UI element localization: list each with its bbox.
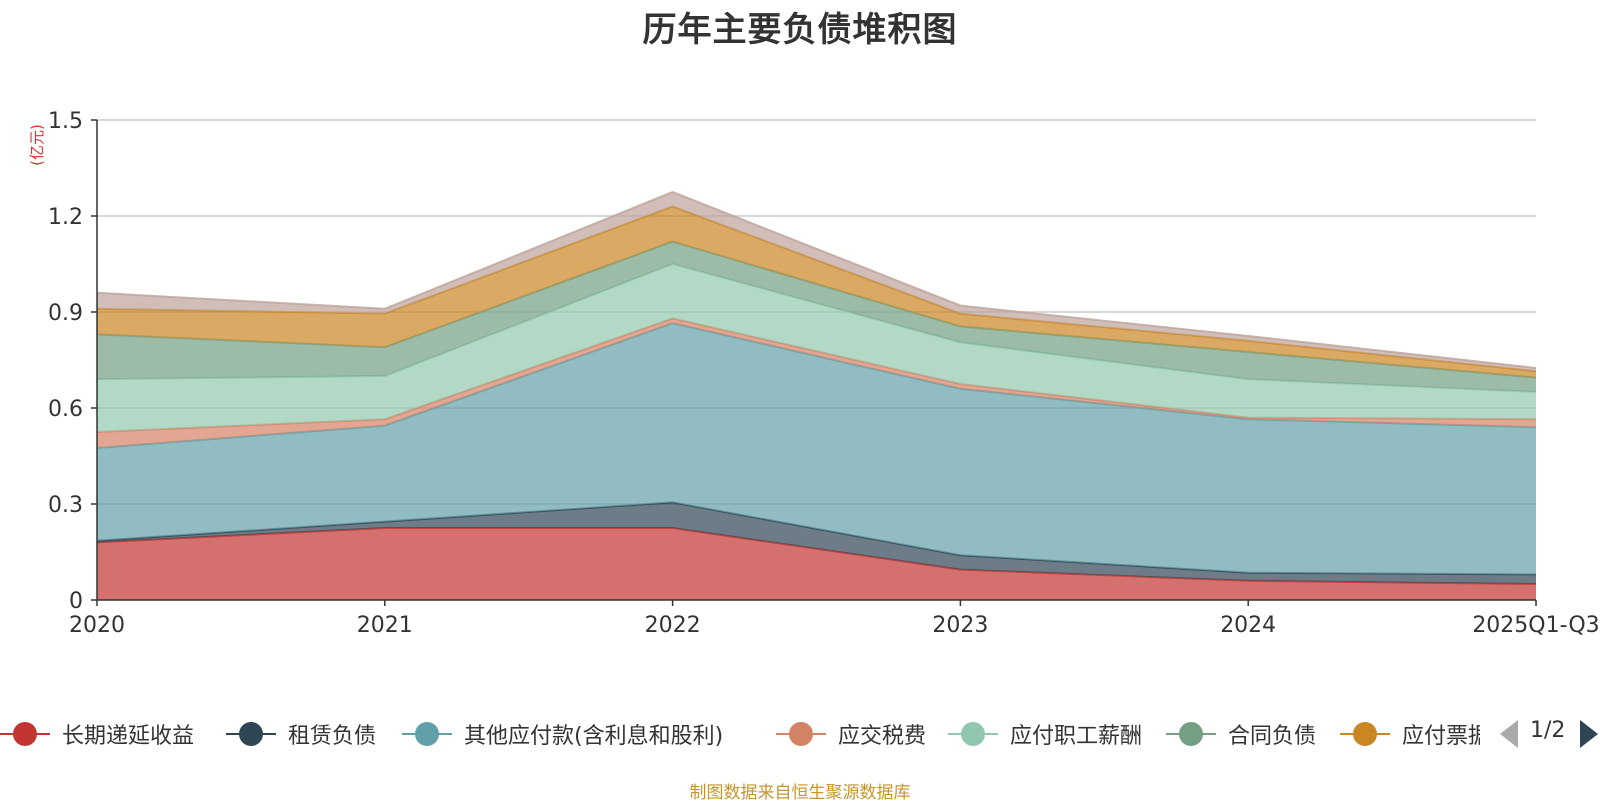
legend-item[interactable]: 应付职工薪酬: [948, 714, 1142, 754]
x-tick-label: 2023: [932, 613, 988, 638]
y-tick-label: 0.3: [48, 493, 83, 518]
area-series[interactable]: [97, 528, 1536, 600]
area-series[interactable]: [97, 318, 1536, 448]
x-tick-label: 2025Q1-Q3: [1472, 613, 1599, 638]
legend-item[interactable]: 应付票据: [1340, 714, 1480, 754]
chart-title: 历年主要负债堆积图: [642, 10, 958, 50]
x-tick-label: 2021: [357, 613, 413, 638]
y-tick-label: 1.5: [48, 109, 83, 134]
legend-page-indicator: 1/2: [1530, 718, 1566, 743]
area-series[interactable]: [97, 502, 1536, 584]
legend-next-page-icon[interactable]: [1580, 720, 1598, 748]
x-tick-label: 2022: [645, 613, 701, 638]
legend-item[interactable]: 其他应付款(含利息和股利): [402, 714, 723, 754]
area-series[interactable]: [97, 192, 1536, 372]
area-series-line: [96, 190, 1537, 369]
y-tick-label: 0.9: [48, 301, 83, 326]
legend-item[interactable]: 长期递延收益: [0, 714, 194, 754]
y-tick-label: 0.6: [48, 397, 83, 422]
legend-item[interactable]: 应交税费: [776, 714, 926, 754]
legend-swatch-icon: [1340, 721, 1390, 747]
area-series[interactable]: [97, 264, 1536, 432]
data-source-note: 制图数据来自恒生聚源数据库: [689, 783, 911, 803]
legend: 长期递延收益 租赁负债 其他应付款(含利息和股利) 应交税费 应付职工薪酬 合同负债 应付票…: [0, 714, 1600, 754]
x-tick-label: 2024: [1220, 613, 1276, 638]
legend-label: 应交税费: [838, 724, 927, 749]
legend-swatch-icon: [0, 721, 50, 747]
legend-swatch-icon: [776, 721, 826, 747]
legend-label: 长期递延收益: [62, 724, 195, 749]
legend-item[interactable]: 合同负债: [1166, 714, 1316, 754]
legend-label: 租赁负债: [288, 724, 377, 749]
legend-swatch-icon: [1166, 721, 1216, 747]
area-series[interactable]: [97, 241, 1536, 392]
legend-item[interactable]: 租赁负债: [226, 714, 376, 754]
y-tick-label: 1.2: [48, 205, 83, 230]
y-axis-unit: (亿元): [28, 124, 46, 166]
legend-label: 合同负债: [1228, 724, 1317, 749]
legend-label: 其他应付款(含利息和股利): [464, 724, 724, 749]
legend-items: 长期递延收益 租赁负债 其他应付款(含利息和股利) 应交税费 应付职工薪酬 合同负债 应付票…: [0, 714, 1480, 754]
legend-label: 应付职工薪酬: [1010, 724, 1143, 749]
legend-prev-page-icon[interactable]: [1500, 720, 1518, 748]
y-tick-label: 0: [69, 589, 83, 614]
area-layer: [96, 190, 1537, 600]
legend-label: 应付票据: [1402, 724, 1480, 749]
legend-swatch-icon: [948, 721, 998, 747]
axis-layer: 0 0.3 0.6 0.9 1.2 1.5 2020 2021 2022 2023 2024 2025…: [48, 109, 1600, 638]
chart-plot: 0 0.3 0.6 0.9 1.2 1.5 2020 2021 2022 2023 2024 2025…: [28, 109, 1600, 638]
legend-swatch-icon: [226, 721, 276, 747]
legend-swatch-icon: [402, 721, 452, 747]
area-series[interactable]: [97, 323, 1536, 575]
x-tick-label: 2020: [69, 613, 125, 638]
